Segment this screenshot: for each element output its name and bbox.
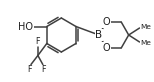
Text: HO: HO (18, 21, 33, 31)
Text: F: F (42, 66, 46, 75)
Text: Me: Me (141, 24, 151, 30)
Text: Me: Me (141, 40, 151, 46)
Text: O: O (103, 43, 110, 53)
Text: F: F (36, 36, 40, 46)
Text: O: O (103, 17, 110, 27)
Text: F: F (28, 66, 32, 75)
Text: B: B (95, 30, 103, 40)
